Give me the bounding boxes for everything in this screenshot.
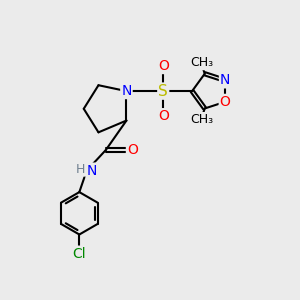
Text: N: N	[87, 164, 97, 178]
Text: S: S	[158, 84, 168, 99]
Text: CH₃: CH₃	[190, 113, 213, 126]
Text: O: O	[220, 95, 231, 109]
Text: O: O	[158, 109, 169, 123]
Text: N: N	[121, 84, 132, 98]
Text: Cl: Cl	[73, 247, 86, 261]
Text: O: O	[127, 143, 138, 157]
Text: H: H	[76, 163, 85, 176]
Text: N: N	[220, 74, 230, 87]
Text: CH₃: CH₃	[190, 56, 213, 69]
Text: O: O	[158, 59, 169, 73]
